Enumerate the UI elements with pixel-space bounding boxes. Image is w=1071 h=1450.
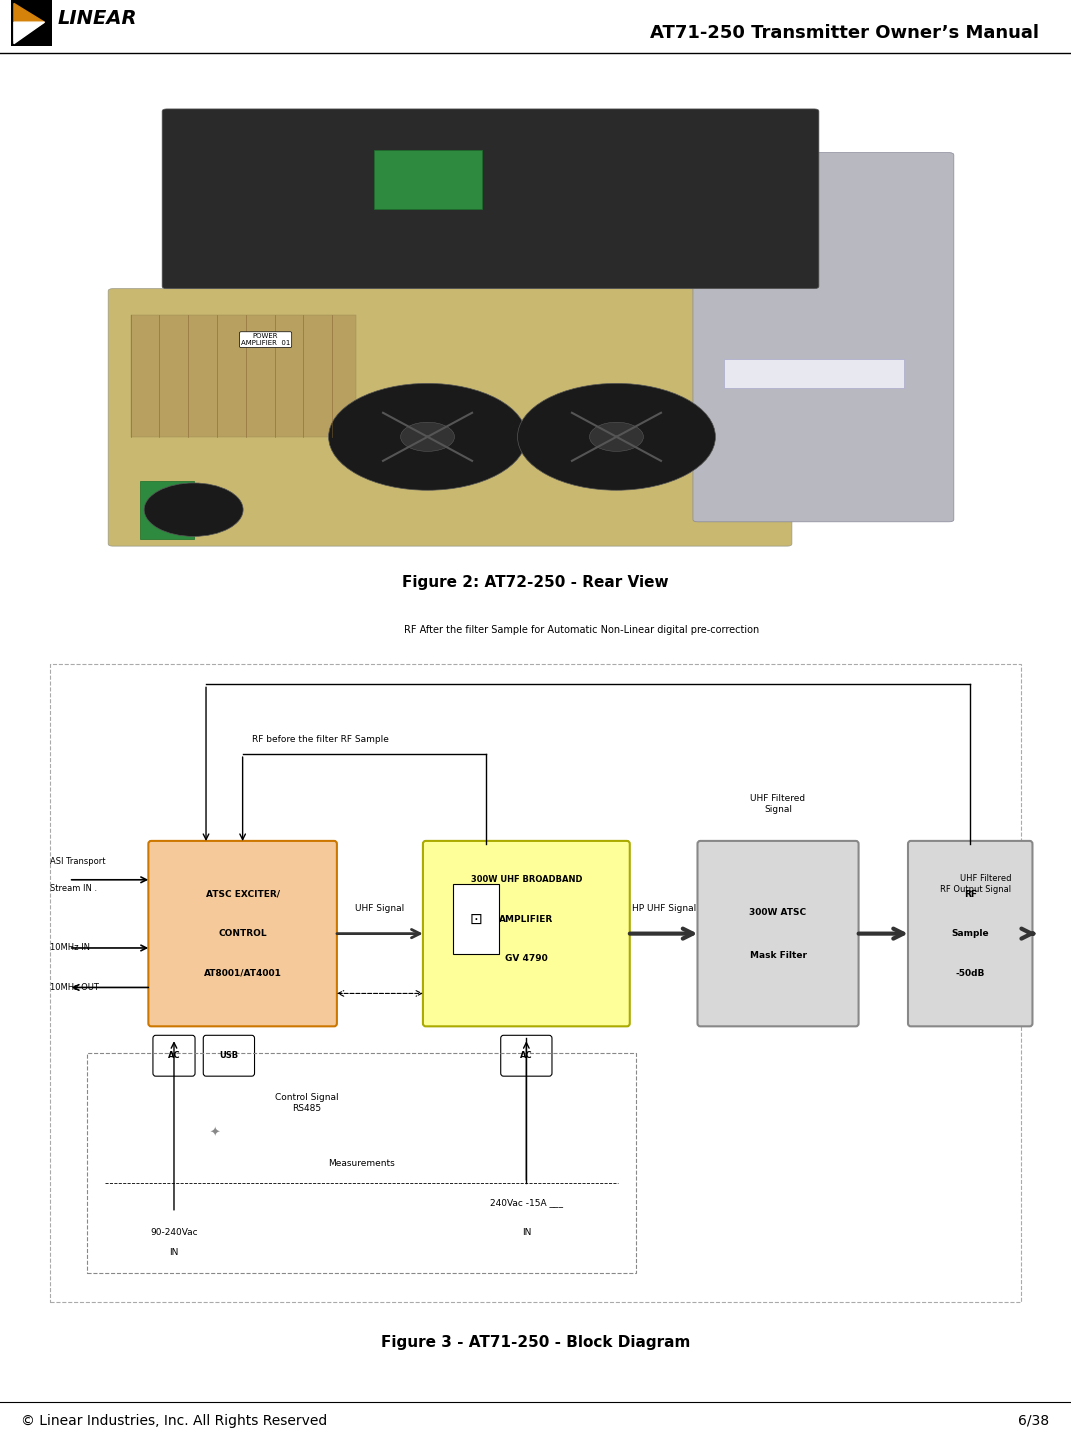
Text: UHF Filtered
Signal: UHF Filtered Signal [751,795,805,813]
Text: CONTROL: CONTROL [218,929,267,938]
Text: AMPLIFIER: AMPLIFIER [499,915,554,924]
Text: AT8001/AT4001: AT8001/AT4001 [203,969,282,977]
Text: AC: AC [168,1051,180,1060]
Text: 300W ATSC: 300W ATSC [750,908,806,916]
Text: Sample: Sample [951,929,989,938]
FancyBboxPatch shape [501,1035,552,1076]
Text: Stream IN .: Stream IN . [50,884,97,893]
Text: Figure 2: AT72-250 - Rear View: Figure 2: AT72-250 - Rear View [403,576,668,590]
Text: RF After the filter Sample for Automatic Non-Linear digital pre-correction: RF After the filter Sample for Automatic… [404,625,759,635]
Text: USB: USB [220,1051,239,1060]
Bar [50,664,1021,1302]
Text: 10MHz IN: 10MHz IN [50,944,90,953]
FancyBboxPatch shape [162,109,819,289]
Bar [724,360,904,389]
FancyBboxPatch shape [908,841,1032,1027]
Text: © Linear Industries, Inc. All Rights Reserved: © Linear Industries, Inc. All Rights Res… [21,1414,328,1428]
Text: ASI Transport: ASI Transport [50,857,106,866]
Text: AC: AC [521,1051,532,1060]
Bar [11,0,52,46]
Circle shape [145,483,243,536]
Text: Control Signal
RS485: Control Signal RS485 [275,1093,338,1114]
Text: IN: IN [169,1247,179,1257]
Circle shape [517,383,715,490]
Bar [131,316,356,436]
Text: AT71-250 Transmitter Owner’s Manual: AT71-250 Transmitter Owner’s Manual [650,25,1039,42]
Text: POWER
AMPLIFIER  01: POWER AMPLIFIER 01 [241,334,290,347]
Text: ⊡: ⊡ [470,912,482,927]
FancyBboxPatch shape [693,152,954,522]
Bar [374,151,482,209]
Text: IN: IN [522,1228,531,1237]
Text: 90-240Vac: 90-240Vac [150,1228,198,1237]
FancyBboxPatch shape [153,1035,195,1076]
Polygon shape [14,22,45,44]
Polygon shape [14,3,45,41]
Bar [139,480,194,539]
Text: UHF Filtered
RF Output Signal: UHF Filtered RF Output Signal [940,874,1011,893]
Bar [453,884,499,954]
Text: RF before the filter RF Sample: RF before the filter RF Sample [252,735,389,744]
Text: RF: RF [964,890,977,899]
Text: 10MHz OUT: 10MHz OUT [50,983,100,992]
Text: -50dB: -50dB [955,969,985,977]
Circle shape [401,422,454,451]
FancyBboxPatch shape [203,1035,255,1076]
Circle shape [589,422,644,451]
FancyBboxPatch shape [697,841,859,1027]
Bar [87,1053,636,1273]
Text: UHF Signal: UHF Signal [356,905,405,914]
Circle shape [329,383,527,490]
FancyBboxPatch shape [108,289,791,547]
FancyBboxPatch shape [149,841,337,1027]
Text: ✦: ✦ [210,1127,221,1140]
Text: GV 4790: GV 4790 [504,954,547,963]
Text: Mask Filter: Mask Filter [750,951,806,960]
Text: 6/38: 6/38 [1019,1414,1050,1428]
Text: Figure 3 - AT71-250 - Block Diagram: Figure 3 - AT71-250 - Block Diagram [381,1335,690,1350]
Text: HP UHF Signal: HP UHF Signal [632,905,696,914]
Text: LINEAR: LINEAR [58,9,137,29]
FancyBboxPatch shape [423,841,630,1027]
Text: 300W UHF BROADBAND: 300W UHF BROADBAND [470,876,583,884]
Text: ATSC EXCITER/: ATSC EXCITER/ [206,890,280,899]
Text: Measurements: Measurements [328,1159,395,1167]
Text: 240Vac -15A ___: 240Vac -15A ___ [489,1198,563,1206]
